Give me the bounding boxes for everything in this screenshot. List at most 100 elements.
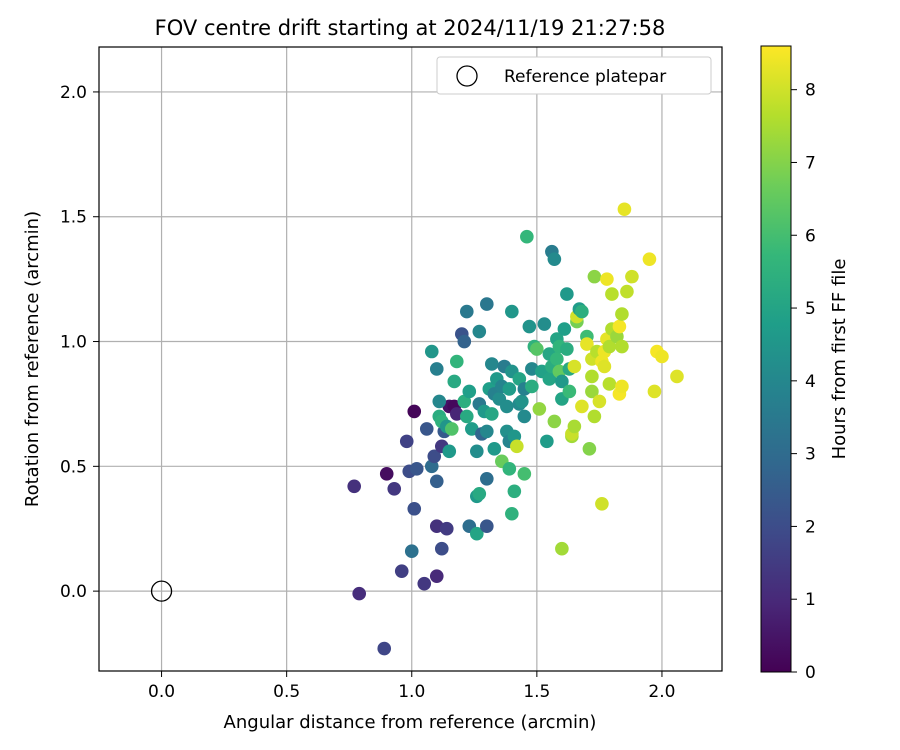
data-point [447,374,462,389]
data-point [670,369,684,384]
reference-platepar-marker [150,580,173,602]
data-point [487,442,502,456]
colorbar-tick-label: 6 [805,226,816,246]
data-point [580,337,594,351]
colorbar-tick-label: 0 [805,663,816,683]
data-point [567,359,582,374]
data-point [530,342,544,356]
y-tick-label: 1.5 [60,208,87,228]
data-point [507,484,522,499]
data-point [515,394,529,409]
y-axis-ticks: 0.0 0.5 1.0 1.5 2.0 [60,83,99,602]
colorbar-tick-label: 8 [805,81,816,101]
x-tick-label: 0.0 [148,682,175,702]
y-tick-label: 1.0 [60,333,87,353]
x-axis-ticks: 0.0 0.5 1.0 1.5 2.0 [148,671,675,702]
data-point [557,322,572,336]
data-point [500,399,514,414]
data-point [655,349,669,364]
colorbar-tick-label: 2 [805,517,816,537]
data-point [520,229,534,244]
data-point [502,462,517,476]
data-point [620,284,634,299]
legend-entry-label: Reference platepar [504,67,666,87]
data-point [429,474,444,489]
data-point [407,501,422,516]
data-point [540,434,554,449]
data-point [480,297,494,311]
data-point [379,467,394,481]
colorbar-label: Hours from first FF file [829,259,850,460]
data-point [377,641,392,656]
data-point [502,382,517,396]
data-point [615,379,629,394]
data-point [429,362,444,376]
data-point [567,419,582,434]
legend: Reference platepar [436,56,712,95]
data-point [587,269,602,284]
data-point [547,414,562,429]
colorbar: 0 1 2 3 4 5 6 7 8 Hours from first FF file [760,45,850,683]
x-tick-label: 0.5 [273,682,300,702]
data-point [517,467,532,481]
data-point [439,521,454,536]
data-point [470,526,484,541]
y-tick-label: 2.0 [60,83,87,103]
colorbar-tick-label: 1 [805,590,816,610]
data-point [505,304,519,319]
data-point [417,576,432,591]
x-tick-label: 1.0 [398,682,425,702]
data-point [642,252,657,266]
data-point [615,339,629,354]
data-point [432,394,447,409]
data-point [472,324,487,339]
data-point [459,304,474,319]
data-point [510,439,524,454]
colorbar-tick-label: 7 [805,153,816,173]
data-point [485,407,499,421]
data-point [347,479,362,494]
data-point [480,519,494,534]
plot-frame [98,46,723,672]
data-point [387,481,402,496]
data-point [399,434,414,449]
y-axis-label: Rotation from reference (arcmin) [22,211,43,507]
data-point [427,449,442,464]
data-points [347,202,684,656]
data-point [429,569,444,583]
data-point [470,444,484,459]
data-point [444,422,459,436]
data-point [434,541,449,556]
data-point [602,339,617,354]
x-axis-label: Angular distance from reference (arcmin) [224,712,597,733]
data-point [550,352,564,366]
data-point [555,374,569,389]
data-point [562,384,577,399]
data-point [615,307,629,321]
colorbar-ticks: 0 1 2 3 4 5 6 7 8 [791,81,816,683]
data-point [547,252,562,266]
data-point [404,544,419,558]
data-point [409,462,424,476]
legend-open-circle-icon [456,65,478,87]
data-point [472,486,487,501]
data-point [602,377,617,391]
data-point [485,357,499,371]
data-point [575,399,589,414]
data-point [542,372,557,386]
y-tick-label: 0.0 [60,582,87,602]
colorbar-tick-label: 3 [805,445,816,465]
data-point [424,344,439,359]
x-tick-label: 1.5 [523,682,550,702]
data-point [575,304,589,319]
grid-lines [99,47,722,671]
data-point [555,541,569,556]
data-point [459,409,474,424]
data-point [449,354,464,369]
data-point [442,444,457,459]
data-point [352,586,367,601]
legend-box [436,56,712,95]
data-point [587,409,602,424]
data-point [522,319,537,334]
